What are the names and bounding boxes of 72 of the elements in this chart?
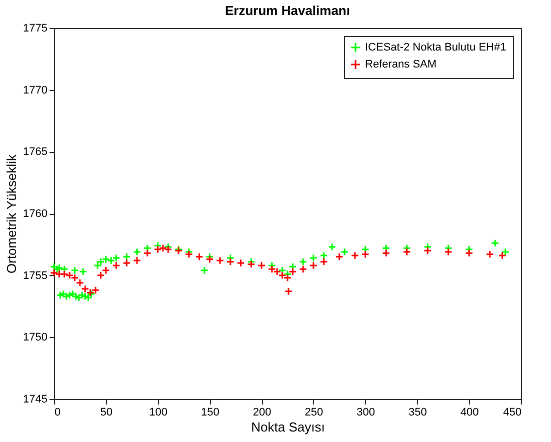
point (382, 244, 390, 252)
x-tick-label: 350 (408, 406, 427, 418)
point (423, 246, 432, 255)
point (490, 239, 500, 248)
x-axis-title: Nokta Sayısı (251, 420, 325, 434)
point (247, 260, 256, 268)
point (328, 242, 336, 251)
point (112, 254, 120, 262)
y-tick-label: 1755 (23, 270, 48, 282)
x-tick-label: 300 (356, 406, 376, 418)
point (112, 261, 120, 270)
y-axis-title: Ortometrik Yükseklik (4, 154, 20, 274)
point (206, 255, 214, 264)
point (154, 245, 162, 254)
point (288, 268, 297, 276)
point (350, 251, 360, 260)
x-tick-label: 200 (252, 406, 272, 418)
point (288, 262, 297, 271)
point (465, 248, 474, 258)
y-tick-label: 1750 (23, 332, 48, 344)
point (335, 252, 344, 261)
y-tick-label: 1775 (23, 22, 48, 34)
x-tick-label: 450 (503, 406, 522, 418)
x-tick-label: 150 (200, 406, 220, 418)
point (143, 248, 152, 258)
point (143, 244, 152, 252)
x-tick-label: 0 (54, 406, 61, 418)
chart-title: Erzurum Havalimanı (225, 3, 350, 18)
point (91, 286, 100, 294)
point (184, 250, 194, 258)
point (361, 245, 370, 254)
point (284, 287, 293, 296)
point (70, 266, 79, 274)
point (195, 252, 204, 261)
point (216, 256, 224, 265)
x-tick-label: 100 (149, 406, 168, 418)
point (122, 252, 131, 261)
point (298, 265, 308, 274)
point (96, 258, 105, 266)
x-tick-label: 400 (460, 406, 479, 418)
point (102, 266, 110, 274)
point (200, 266, 209, 274)
point (226, 258, 235, 266)
y-tick-label: 1745 (23, 394, 48, 406)
legend-label: ICESat-2 Nokta Bulutu EH#1 (365, 42, 506, 54)
y-tick-label: 1770 (23, 84, 48, 96)
point (78, 268, 88, 276)
point (501, 248, 510, 256)
y-tick-label: 1760 (23, 208, 48, 220)
point (361, 250, 370, 258)
point (486, 250, 494, 258)
point (382, 248, 390, 258)
point (498, 251, 506, 260)
point (236, 258, 245, 268)
point (444, 248, 452, 256)
point (402, 248, 411, 256)
point (309, 261, 318, 270)
point (132, 248, 142, 256)
point (257, 261, 266, 270)
legend-label: Referans SAM (365, 58, 437, 70)
point (93, 261, 102, 270)
point (122, 258, 131, 268)
point (320, 251, 328, 260)
x-tick-label: 250 (304, 406, 324, 418)
y-tick-label: 1765 (23, 146, 48, 158)
x-tick-label: 50 (100, 406, 113, 418)
point (298, 258, 308, 266)
point (96, 271, 105, 280)
point (320, 258, 328, 266)
point (132, 256, 142, 265)
point (340, 248, 349, 256)
point (309, 254, 318, 262)
